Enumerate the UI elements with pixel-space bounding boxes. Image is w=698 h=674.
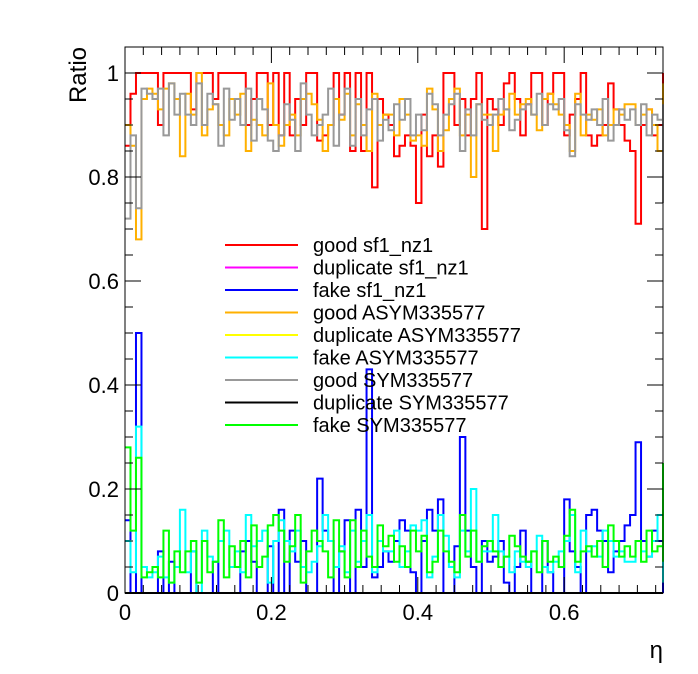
- y-tick-label: 0.4: [88, 373, 119, 398]
- x-tick-label: 0: [119, 600, 131, 625]
- legend-label: good sf1_nz1: [313, 235, 433, 257]
- legend-label: fake SYM335577: [313, 415, 466, 437]
- y-tick-label: 0: [107, 581, 119, 606]
- y-axis-title: Ratio: [65, 47, 92, 103]
- series-line-8: [125, 446, 664, 584]
- x-tick-label: 0.6: [549, 600, 580, 625]
- legend-label: duplicate ASYM335577: [313, 325, 521, 347]
- legend-label: good SYM335577: [313, 370, 473, 392]
- legend-label: fake sf1_nz1: [313, 280, 426, 302]
- x-tick-label: 0.4: [402, 600, 433, 625]
- x-tick-label: 0.2: [256, 600, 287, 625]
- legend-label: duplicate SYM335577: [313, 393, 509, 415]
- plot-frame: [124, 46, 664, 594]
- ticks-layer: 0 0.2 0.4 0.6 0.8 1 0 0.2 0.4 0.6: [88, 47, 663, 625]
- y-tick-label: 0.6: [88, 269, 119, 294]
- x-axis-title: η: [650, 637, 663, 664]
- legend-label: good ASYM335577: [313, 303, 485, 325]
- series-line-6: [125, 82, 664, 220]
- legend-label: fake ASYM335577: [313, 348, 479, 370]
- y-tick-label: 0.8: [88, 165, 119, 190]
- y-tick-label: 1: [107, 61, 119, 86]
- legend-label: duplicate sf1_nz1: [313, 258, 469, 280]
- y-tick-label: 0.2: [88, 477, 119, 502]
